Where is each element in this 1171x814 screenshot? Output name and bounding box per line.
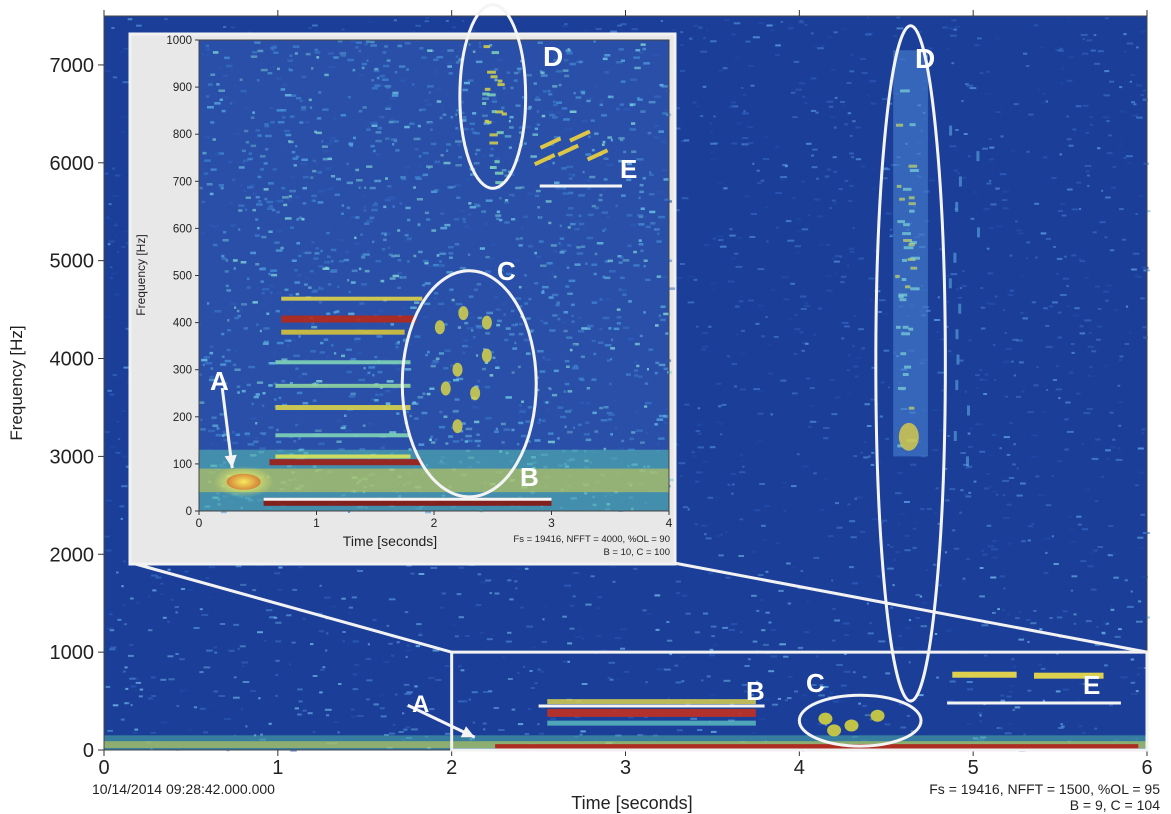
timestamp: 10/14/2014 09:28:42.000.000: [92, 781, 275, 797]
zoom-connector-right: [673, 561, 1148, 654]
annotation-label-a: A: [210, 366, 229, 396]
main-y-tick-label: 4000: [50, 349, 95, 371]
main-x-tick-label: 2: [446, 757, 457, 779]
inset-plot-background: [199, 40, 669, 511]
inset-x-tick-label: 4: [666, 516, 673, 530]
main-x-tick-label: 0: [98, 757, 109, 779]
main-x-tick-label: 1: [272, 757, 283, 779]
main-x-tick-label: 3: [620, 757, 631, 779]
annotation-label-c: C: [497, 256, 516, 286]
main-x-tick-label: 5: [968, 757, 979, 779]
main-params-line1: Fs = 19416, NFFT = 1500, %OL = 95: [929, 781, 1160, 797]
annotation-label-b: B: [520, 462, 539, 492]
annotation-ellipse-d: [458, 3, 528, 190]
main-y-tick-label: 1000: [50, 642, 95, 664]
zoom-connector: [131, 561, 1149, 752]
inset-y-tick-label: 400: [173, 318, 192, 330]
annotation-label-e: E: [1083, 670, 1100, 700]
main-y-tick-label: 0: [83, 740, 94, 762]
main-y-tick-label: 2000: [50, 544, 95, 566]
main-y-tick-label: 7000: [50, 55, 95, 77]
main-y-axis-label: Frequency [Hz]: [7, 325, 26, 440]
annotation-ellipse-d: [874, 24, 947, 703]
annotation-label-c: C: [806, 668, 825, 698]
inset-y-tick-label: 700: [173, 176, 192, 188]
inset-x-tick-label: 1: [313, 516, 320, 530]
annotation-label-d: D: [915, 43, 935, 74]
main-spectral-features: [104, 50, 1147, 752]
main-y-tick-label: 3000: [50, 446, 95, 468]
inset-y-tick-label: 0: [186, 506, 192, 518]
zoom-region-box: [450, 650, 1149, 752]
main-x-axis-label: Time [seconds]: [571, 793, 692, 813]
inset-y-tick-label: 100: [173, 459, 192, 471]
inset-y-axis: 0 100 200 300 400 500 600 700 800 900 1000: [166, 35, 199, 518]
zoom-connector-left: [131, 561, 453, 654]
annotation-label-b: B: [746, 676, 765, 706]
main-x-tick-label: 4: [794, 757, 805, 779]
inset-y-tick-label: 600: [173, 223, 192, 235]
main-y-tick-label: 6000: [50, 153, 95, 175]
inset-y-axis-label: Frequency [Hz]: [134, 234, 148, 315]
inset-y-tick-label: 1000: [166, 35, 192, 47]
inset-x-tick-label: 0: [196, 516, 203, 530]
annotation-label-d: D: [543, 41, 563, 72]
annotation-label-e: E: [620, 154, 637, 184]
annotation-ellipse-c: [797, 693, 923, 748]
inset-params-line1: Fs = 19416, NFFT = 4000, %OL = 90: [513, 534, 670, 545]
main-params-line2: B = 9, C = 104: [1070, 797, 1160, 813]
inset-spectrogram: 0 100 200 300 400 500 600 700 800 900 1000 0 1 2 3 4 F…: [128, 32, 677, 566]
main-x-tick-label: 6: [1141, 757, 1152, 779]
inset-params-line2: B = 10, C = 100: [603, 547, 670, 558]
inset-y-tick-label: 800: [173, 129, 192, 141]
inset-x-axis: 0 1 2 3 4: [196, 511, 673, 530]
inset-y-tick-label: 900: [173, 82, 192, 94]
main-y-tick-label: 5000: [50, 251, 95, 273]
annotation-label-a: A: [412, 691, 429, 718]
inset-x-axis-label: Time [seconds]: [343, 533, 437, 549]
inset-y-tick-label: 200: [173, 412, 192, 424]
annotations: A B C D E A B C D E: [210, 3, 1121, 748]
inset-x-tick-label: 2: [431, 516, 438, 530]
inset-x-tick-label: 3: [548, 516, 555, 530]
annotation-ellipse-c: [400, 269, 538, 499]
main-y-axis: 0 1000 2000 3000 4000 5000 6000 7000: [50, 55, 104, 762]
inset-y-tick-label: 300: [173, 365, 192, 377]
inset-y-tick-label: 500: [173, 271, 192, 283]
inset-plot-texture: [199, 40, 676, 514]
